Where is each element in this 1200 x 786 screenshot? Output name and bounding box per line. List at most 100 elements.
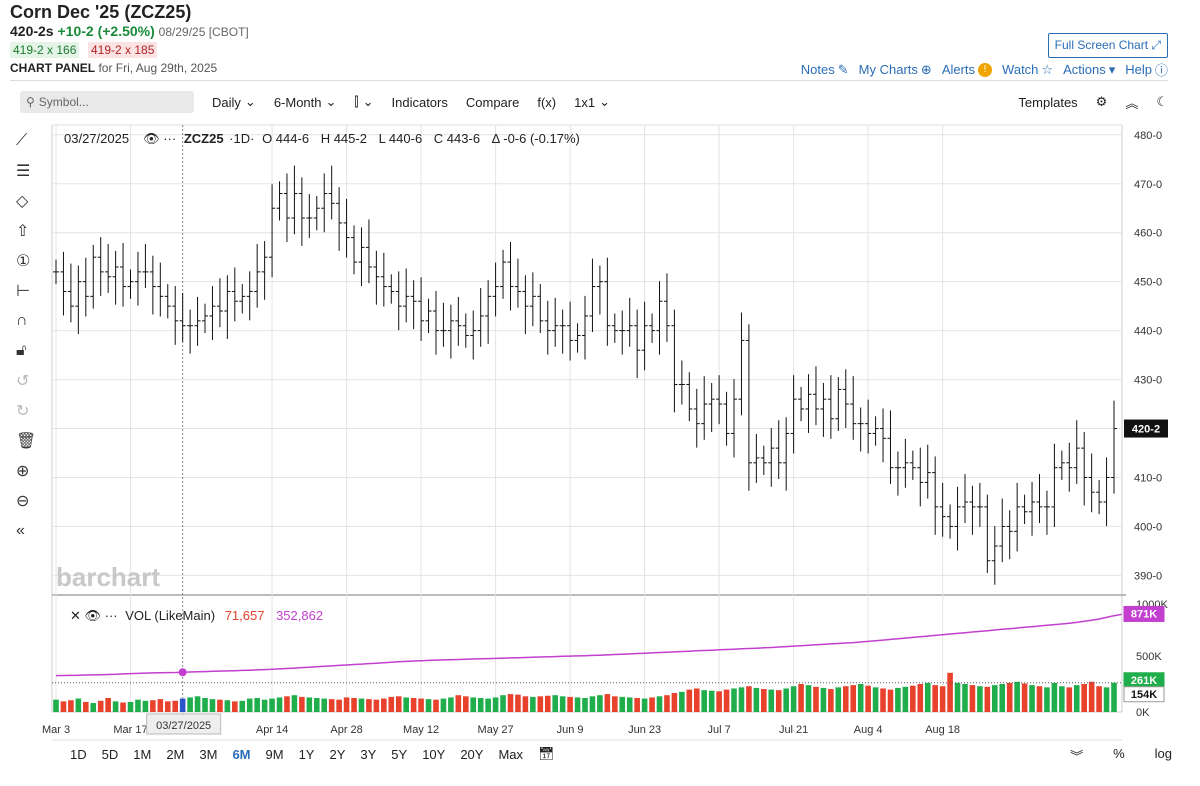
notes-link[interactable]: Notes ✎ bbox=[800, 61, 849, 78]
shape-tool-icon[interactable]: ◇ bbox=[16, 193, 29, 210]
range-1d[interactable]: 1D bbox=[70, 746, 87, 762]
period-dropdown[interactable]: 6-Month ⌄ bbox=[273, 94, 337, 110]
ohlc-bar bbox=[1073, 420, 1080, 484]
arrow-tool-icon[interactable]: ⇧ bbox=[16, 223, 30, 240]
volume-bar bbox=[902, 686, 909, 712]
volume-bar bbox=[336, 699, 342, 712]
range-3y[interactable]: 3Y bbox=[360, 746, 377, 762]
lock-icon[interactable]: 🔓︎ bbox=[16, 342, 27, 359]
volume-bar bbox=[1103, 687, 1110, 712]
compare-button[interactable]: Compare bbox=[465, 94, 520, 110]
volume-bar bbox=[820, 687, 827, 712]
range-2m[interactable]: 2M bbox=[166, 746, 185, 762]
ohlc-bar bbox=[924, 444, 931, 499]
ohlc-bar bbox=[388, 274, 395, 304]
gear-icon[interactable]: ⚙ bbox=[1095, 94, 1108, 109]
chevron-down-icon: ⌄ bbox=[325, 94, 337, 109]
collapse-toolbar-icon[interactable]: « bbox=[16, 522, 25, 539]
fib-tool-icon[interactable]: ☰ bbox=[16, 163, 31, 180]
trash-icon[interactable]: 🗑︎ bbox=[16, 433, 37, 450]
symbol-search[interactable]: ⚲ Symbol... bbox=[20, 91, 194, 113]
alerts-link[interactable]: Alerts! bbox=[942, 62, 993, 77]
volume-bar bbox=[1044, 687, 1050, 712]
volume-bar bbox=[1029, 685, 1035, 712]
volume-bar bbox=[75, 698, 82, 712]
dark-mode-icon[interactable]: ☾ bbox=[1156, 94, 1168, 109]
watch-link[interactable]: Watch ☆ bbox=[1002, 61, 1054, 78]
log-toggle[interactable]: log bbox=[1154, 746, 1172, 761]
zoom-out-icon[interactable]: ⊖ bbox=[16, 493, 30, 510]
range-3m[interactable]: 3M bbox=[199, 746, 218, 762]
range-9m[interactable]: 9M bbox=[265, 746, 284, 762]
ohlc-bar bbox=[880, 408, 887, 463]
fx-button[interactable]: f(x) bbox=[537, 94, 557, 110]
zoom-in-icon[interactable]: ⊕ bbox=[16, 463, 30, 480]
volume-bar bbox=[209, 699, 216, 712]
alert-icon: ! bbox=[978, 62, 993, 77]
magnet-icon[interactable]: ∩ bbox=[16, 312, 28, 329]
ohlc-bar bbox=[969, 485, 976, 535]
volume-bar bbox=[626, 697, 633, 712]
trendline-tool-icon[interactable]: ⟋ bbox=[16, 132, 28, 149]
ohlc-bar bbox=[984, 494, 991, 573]
volume-bar bbox=[492, 697, 499, 712]
volume-bar bbox=[507, 694, 514, 712]
volume-bar bbox=[984, 686, 991, 712]
full-screen-chart-button[interactable]: Full Screen Chart ⤢ bbox=[1047, 33, 1168, 58]
range-1m[interactable]: 1M bbox=[133, 746, 152, 762]
ohlc-bar bbox=[291, 165, 298, 235]
volume-bar bbox=[783, 688, 789, 712]
calendar-icon[interactable]: 📅︎ bbox=[538, 746, 555, 761]
ohlc-bar bbox=[991, 525, 998, 585]
volume-bar bbox=[157, 699, 164, 712]
measure-tool-icon[interactable]: ⊢ bbox=[16, 283, 30, 300]
undo-icon[interactable]: ↺ bbox=[16, 373, 30, 390]
ohlc-bar bbox=[261, 241, 268, 300]
time-axis-tick: Jun 23 bbox=[628, 724, 661, 736]
range-max[interactable]: Max bbox=[498, 746, 524, 762]
collapse-up-icon[interactable]: ︽ bbox=[1125, 95, 1139, 111]
templates-button[interactable]: Templates bbox=[1018, 94, 1078, 110]
volume-bar bbox=[977, 686, 983, 712]
volume-bar bbox=[939, 686, 946, 712]
range-5y[interactable]: 5Y bbox=[391, 746, 408, 762]
collapse-down-icon[interactable]: ︾ bbox=[1070, 749, 1084, 764]
range-20y[interactable]: 20Y bbox=[460, 746, 484, 762]
volume-bar bbox=[604, 694, 611, 712]
range-2y[interactable]: 2Y bbox=[329, 746, 346, 762]
volume-bar bbox=[790, 686, 797, 712]
volume-bar bbox=[552, 695, 558, 712]
volume-bar bbox=[448, 697, 454, 712]
indicators-button[interactable]: Indicators bbox=[391, 94, 448, 110]
edit-icon: ✎ bbox=[837, 61, 849, 77]
actions-link[interactable]: Actions ▾ bbox=[1063, 61, 1116, 78]
layout-dropdown[interactable]: 1x1 ⌄ bbox=[574, 94, 610, 110]
my-charts-link[interactable]: My Charts ⊕ bbox=[858, 61, 932, 78]
range-10y[interactable]: 10Y bbox=[422, 746, 446, 762]
ohlc-bar bbox=[775, 420, 782, 479]
volume-bar bbox=[246, 698, 253, 712]
help-link[interactable]: Help ⓘ bbox=[1125, 62, 1168, 78]
ohlc-bar bbox=[798, 386, 805, 422]
range-1y[interactable]: 1Y bbox=[298, 746, 315, 762]
annotation-tool-icon[interactable]: ① bbox=[16, 253, 31, 270]
ohlc-bar bbox=[164, 284, 171, 319]
volume-bar bbox=[850, 685, 857, 712]
redo-icon[interactable]: ↻ bbox=[16, 403, 30, 420]
volume-bar bbox=[291, 695, 298, 712]
ohlc-bar bbox=[894, 451, 901, 496]
range-5d[interactable]: 5D bbox=[101, 746, 119, 762]
ohlc-bar bbox=[239, 284, 246, 314]
last-price-label: 420-2 bbox=[1132, 424, 1160, 436]
chart-type-dropdown[interactable]: ⫿ ⌄ bbox=[354, 94, 373, 110]
interval-dropdown[interactable]: Daily ⌄ bbox=[212, 94, 256, 110]
volume-bar bbox=[187, 697, 193, 712]
search-icon: ⚲ bbox=[26, 95, 35, 109]
range-6m[interactable]: 6M bbox=[232, 746, 251, 762]
ohlc-bar bbox=[395, 271, 402, 331]
percent-toggle[interactable]: % bbox=[1113, 746, 1125, 761]
ohlc-bar bbox=[120, 242, 127, 307]
ohlc-bar bbox=[902, 438, 909, 488]
ohlc-bar bbox=[97, 237, 104, 296]
